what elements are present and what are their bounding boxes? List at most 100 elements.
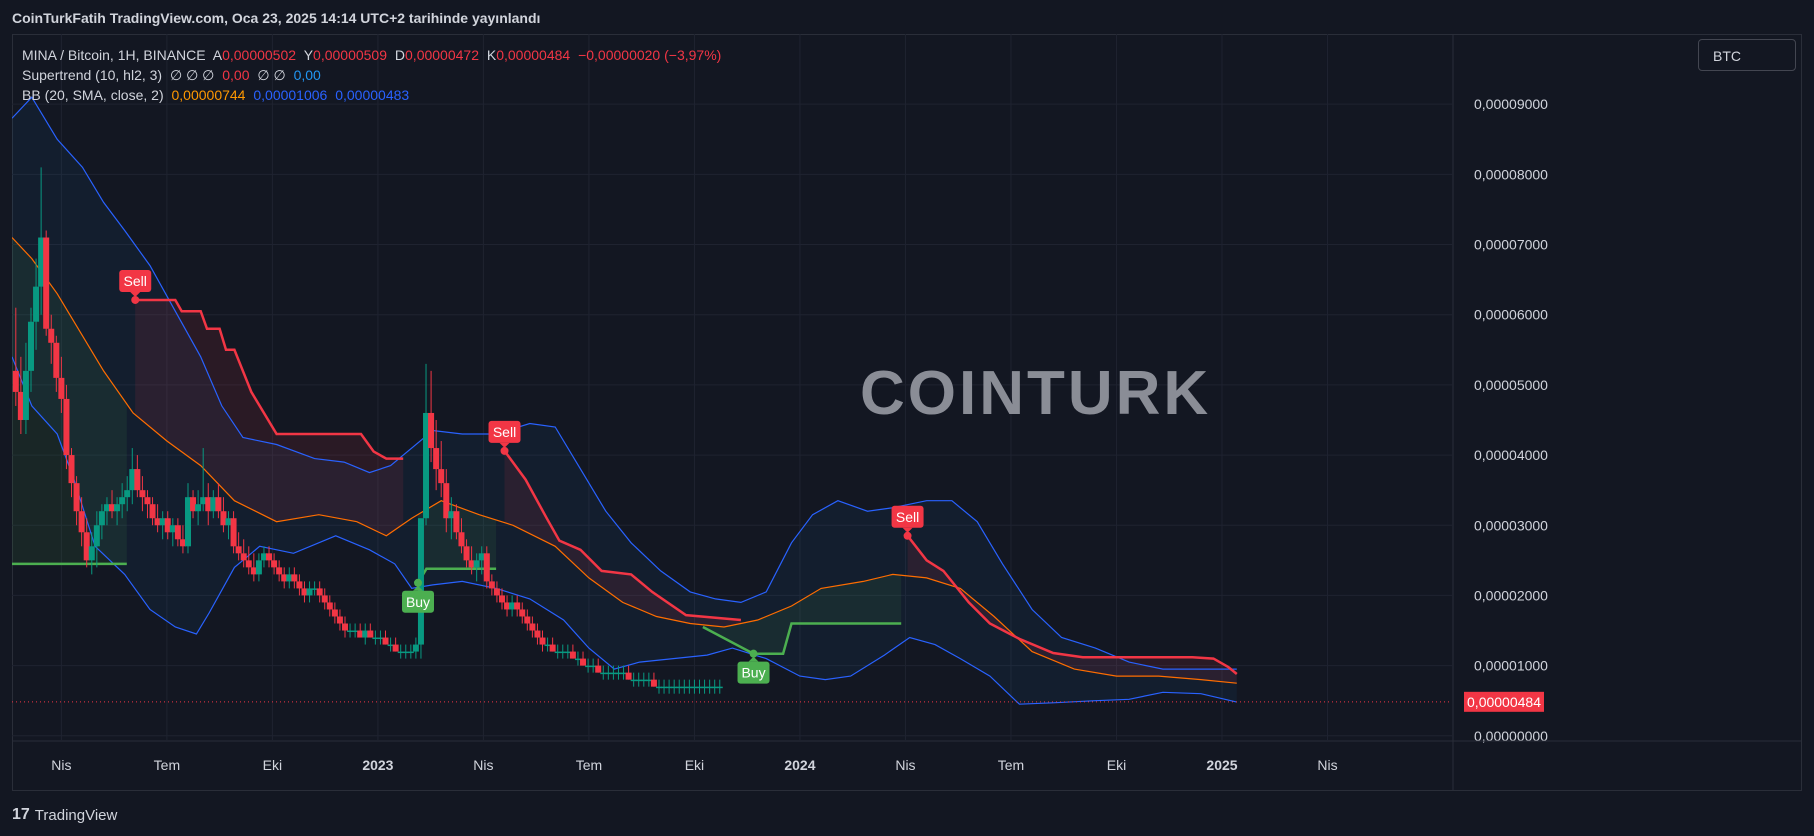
currency-button[interactable]: BTC bbox=[1698, 39, 1796, 71]
candle-up bbox=[585, 665, 592, 668]
high-value: 0,00000509 bbox=[313, 47, 387, 63]
close-value: 0,00000484 bbox=[496, 47, 571, 63]
candle-down bbox=[68, 455, 75, 484]
signal-pointer bbox=[413, 585, 424, 591]
candle-down bbox=[291, 574, 298, 582]
candle-down bbox=[493, 588, 500, 596]
candle-up bbox=[200, 497, 207, 505]
chart-pane[interactable] bbox=[12, 34, 1802, 791]
candle-up bbox=[93, 525, 100, 547]
candle-up bbox=[554, 651, 561, 654]
candle-up bbox=[412, 644, 419, 652]
candle-down bbox=[529, 623, 536, 631]
y-tick-label: 0,00004000 bbox=[1474, 447, 1548, 463]
supertrend-value-2: 0,00 bbox=[293, 67, 321, 83]
legend-supertrend[interactable]: Supertrend (10, hl2, 3) ∅ ∅ ∅ 0,00 ∅ ∅ 0… bbox=[22, 65, 725, 85]
legend-ohlc[interactable]: MINA / Bitcoin, 1H, BINANCE A0,00000502 … bbox=[22, 45, 725, 65]
sell-signal-label: Sell bbox=[896, 509, 919, 525]
candle-down bbox=[468, 560, 475, 568]
y-tick-label: 0,00002000 bbox=[1474, 587, 1548, 603]
supertrend-down-line bbox=[503, 450, 742, 622]
bb-upper-line bbox=[12, 96, 1237, 670]
signal-dot bbox=[903, 531, 912, 540]
candle-down bbox=[139, 490, 146, 498]
candle-up bbox=[666, 686, 673, 689]
candle-down bbox=[281, 574, 288, 582]
candle-up bbox=[676, 686, 683, 689]
candle-up bbox=[509, 602, 516, 610]
candle-up bbox=[635, 679, 642, 682]
candle-up bbox=[22, 370, 29, 420]
signal-dot bbox=[414, 578, 423, 587]
candle-down bbox=[367, 630, 374, 638]
candle-down bbox=[539, 637, 546, 645]
supertrend-label[interactable]: Supertrend (10, hl2, 3) bbox=[22, 67, 163, 83]
candle-up bbox=[661, 686, 668, 689]
chart-legend: MINA / Bitcoin, 1H, BINANCE A0,00000502 … bbox=[22, 45, 725, 105]
candle-down bbox=[149, 504, 156, 519]
candle-down bbox=[498, 595, 505, 603]
candle-down bbox=[276, 567, 283, 575]
candle-down bbox=[164, 518, 171, 533]
candle-up bbox=[711, 686, 718, 689]
candle-down bbox=[549, 644, 556, 652]
buy-signal-label: Buy bbox=[406, 594, 430, 610]
candle-down bbox=[235, 546, 242, 554]
bb-label[interactable]: BB (20, SMA, close, 2) bbox=[22, 87, 164, 103]
candle-down bbox=[514, 602, 521, 610]
candle-down bbox=[488, 581, 495, 589]
candle-up bbox=[260, 553, 267, 561]
y-tick-label: 0,00007000 bbox=[1474, 237, 1548, 253]
candle-up bbox=[590, 665, 597, 668]
candle-up bbox=[701, 686, 708, 689]
candle-down bbox=[205, 497, 212, 512]
candle-up bbox=[377, 637, 384, 640]
candle-down bbox=[53, 342, 60, 378]
candle-down bbox=[48, 328, 55, 343]
y-tick-label: 0,00001000 bbox=[1474, 658, 1548, 674]
candle-up bbox=[195, 504, 202, 512]
candle-down bbox=[301, 588, 308, 596]
tradingview-logo-icon[interactable]: 17 bbox=[12, 806, 30, 823]
candle-up bbox=[397, 651, 404, 654]
candle-up bbox=[605, 672, 612, 675]
high-label: Y bbox=[303, 47, 314, 63]
y-tick-label: 0,00008000 bbox=[1474, 166, 1548, 182]
tradingview-brand[interactable]: TradingView bbox=[34, 806, 118, 824]
buy-signal-badge bbox=[402, 590, 435, 613]
legend-bb[interactable]: BB (20, SMA, close, 2) 0,00000744 0,0000… bbox=[22, 85, 725, 105]
open-value: 0,00000502 bbox=[222, 47, 297, 63]
bb-lower-line bbox=[12, 356, 1237, 705]
y-tick-label: 0,00005000 bbox=[1474, 377, 1548, 393]
candle-up bbox=[681, 686, 688, 689]
candle-down bbox=[174, 525, 181, 540]
candle-up bbox=[362, 630, 369, 638]
candle-up bbox=[33, 286, 40, 322]
y-tick-label: 0,00006000 bbox=[1474, 307, 1548, 323]
candle-down bbox=[230, 518, 237, 547]
supertrend-value-1: 0,00 bbox=[222, 67, 250, 83]
watermark-logo: COINTURK bbox=[860, 359, 1212, 428]
candle-up bbox=[600, 672, 607, 675]
bb-basis-line bbox=[12, 237, 1237, 684]
candle-up bbox=[655, 686, 662, 689]
candle-up bbox=[478, 553, 485, 561]
candle-down bbox=[144, 497, 151, 505]
x-tick-label: Tem bbox=[576, 757, 602, 773]
symbol-label[interactable]: MINA / Bitcoin, 1H, BINANCE bbox=[22, 47, 206, 63]
candle-down bbox=[382, 637, 389, 645]
candle-up bbox=[255, 560, 262, 575]
candle-down bbox=[296, 581, 303, 589]
x-tick-label: Tem bbox=[998, 757, 1024, 773]
candle-up bbox=[559, 651, 566, 654]
last-price-badge bbox=[1464, 691, 1544, 712]
candle-up bbox=[645, 679, 652, 682]
candle-up bbox=[716, 686, 723, 689]
candle-up bbox=[696, 686, 703, 689]
bollinger-bands bbox=[12, 96, 1237, 705]
signal-dot bbox=[500, 446, 509, 455]
candle-up bbox=[372, 637, 379, 640]
signal-pointer bbox=[902, 527, 913, 533]
candle-down bbox=[83, 532, 90, 561]
